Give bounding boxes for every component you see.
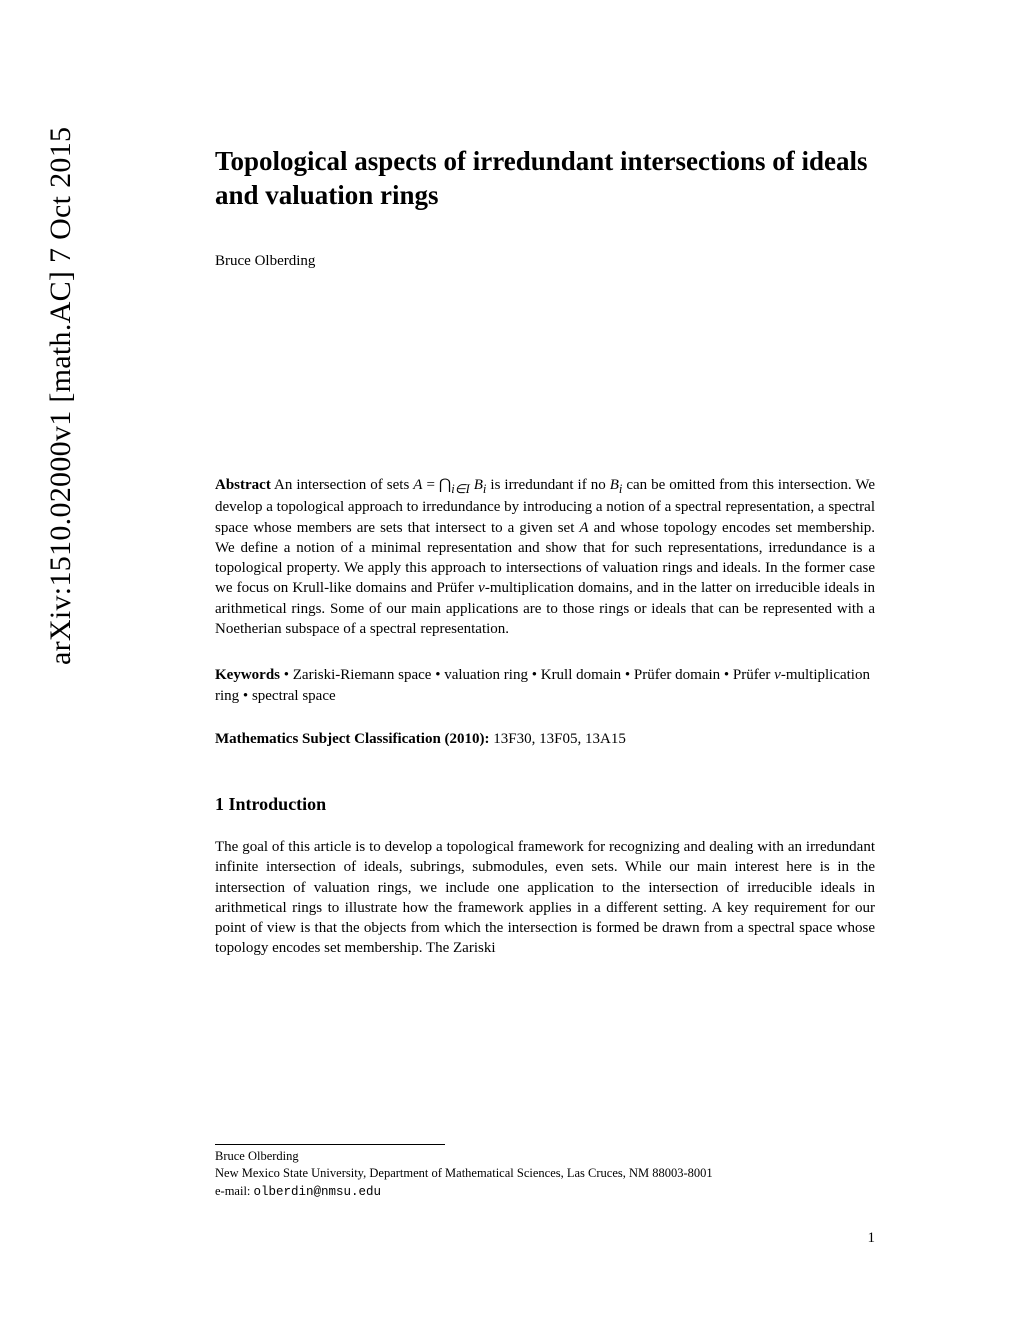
math-sub: i∈I bbox=[451, 482, 470, 496]
author-name: Bruce Olberding bbox=[215, 253, 875, 270]
page-number: 1 bbox=[868, 1230, 876, 1247]
abstract-text-1: An intersection of sets bbox=[271, 477, 413, 493]
msc-block: Mathematics Subject Classification (2010… bbox=[215, 731, 875, 748]
keyword-1: Zariski-Riemann space bbox=[293, 667, 432, 683]
section-1-heading: 1 Introduction bbox=[215, 794, 875, 815]
bullet-6: • bbox=[239, 688, 252, 704]
bullet-3: • bbox=[528, 667, 541, 683]
keywords-label: Keywords bbox=[215, 667, 280, 683]
email-label: e-mail: bbox=[215, 1184, 254, 1198]
math-bi: B bbox=[470, 477, 483, 493]
keyword-4: Prüfer domain bbox=[634, 667, 720, 683]
keyword-5-v: v bbox=[774, 667, 781, 683]
msc-codes: 13F30, 13F05, 13A15 bbox=[490, 731, 626, 747]
keyword-5-pre: Prüfer bbox=[733, 667, 774, 683]
math-intersect: ⋂ bbox=[439, 477, 451, 493]
bullet-1: • bbox=[280, 667, 293, 683]
email-address: olberdin@nmsu.edu bbox=[254, 1185, 382, 1199]
abstract-label: Abstract bbox=[215, 477, 271, 493]
keyword-6: spectral space bbox=[252, 688, 336, 704]
footer-divider bbox=[215, 1144, 445, 1145]
msc-label: Mathematics Subject Classification (2010… bbox=[215, 731, 490, 747]
keywords-block: Keywords • Zariski-Riemann space • valua… bbox=[215, 665, 875, 707]
affiliation-address: New Mexico State University, Department … bbox=[215, 1165, 875, 1183]
affiliation-name: Bruce Olberding bbox=[215, 1148, 875, 1166]
keyword-3: Krull domain bbox=[541, 667, 621, 683]
abstract-block: Abstract An intersection of sets A = ⋂i∈… bbox=[215, 475, 875, 640]
bullet-4: • bbox=[621, 667, 634, 683]
affiliation-block: Bruce Olberding New Mexico State Univers… bbox=[215, 1148, 875, 1202]
introduction-text: The goal of this article is to develop a… bbox=[215, 837, 875, 959]
keyword-2: valuation ring bbox=[444, 667, 528, 683]
paper-title: Topological aspects of irredundant inter… bbox=[215, 145, 875, 213]
math-v1: v bbox=[478, 580, 485, 596]
math-a2: A bbox=[579, 520, 588, 536]
math-eq: = bbox=[422, 477, 438, 493]
math-bi2: B bbox=[610, 477, 619, 493]
bullet-5: • bbox=[720, 667, 733, 683]
bullet-2: • bbox=[431, 667, 444, 683]
paper-content: Topological aspects of irredundant inter… bbox=[215, 145, 875, 997]
arxiv-identifier: arXiv:1510.02000v1 [math.AC] 7 Oct 2015 bbox=[44, 127, 78, 665]
abstract-text-2: is irredundant if no bbox=[486, 477, 609, 493]
